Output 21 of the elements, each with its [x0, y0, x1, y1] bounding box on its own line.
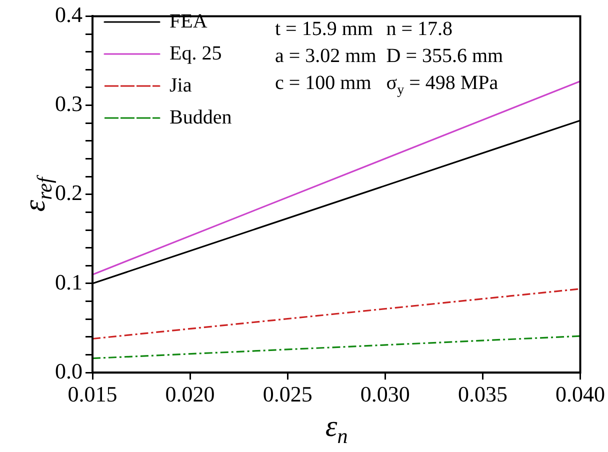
- y-tick-label: 0.2: [55, 180, 82, 206]
- x-tick-label: 0.030: [360, 382, 410, 407]
- annotation: t = 15.9 mm: [275, 18, 374, 41]
- annotation: c = 100 mm: [275, 72, 372, 96]
- y-tick-label: 0.3: [55, 91, 82, 116]
- legend-label: Jia: [170, 74, 192, 96]
- legend-label: Budden: [170, 106, 232, 128]
- y-tick-label: 0.4: [55, 2, 82, 27]
- y-tick-label: 0.0: [55, 358, 82, 384]
- annotation: D = 355.6 mm: [386, 45, 504, 68]
- x-tick-label: 0.040: [556, 382, 605, 407]
- annotation: σ$_{y}$ = 498 MPa: [386, 72, 500, 99]
- annotation: n = 17.8: [386, 18, 454, 41]
- x-tick-label: 0.020: [165, 382, 215, 407]
- annotation: a = 3.02 mm: [275, 45, 376, 68]
- legend-label: Eq. 25: [170, 42, 222, 64]
- x-axis-title: ε$_{n}$: [325, 410, 348, 449]
- x-tick-label: 0.035: [458, 382, 508, 407]
- x-tick-label: 0.025: [262, 382, 312, 407]
- x-tick-label: 0.015: [68, 382, 118, 407]
- y-tick-label: 0.1: [55, 269, 82, 294]
